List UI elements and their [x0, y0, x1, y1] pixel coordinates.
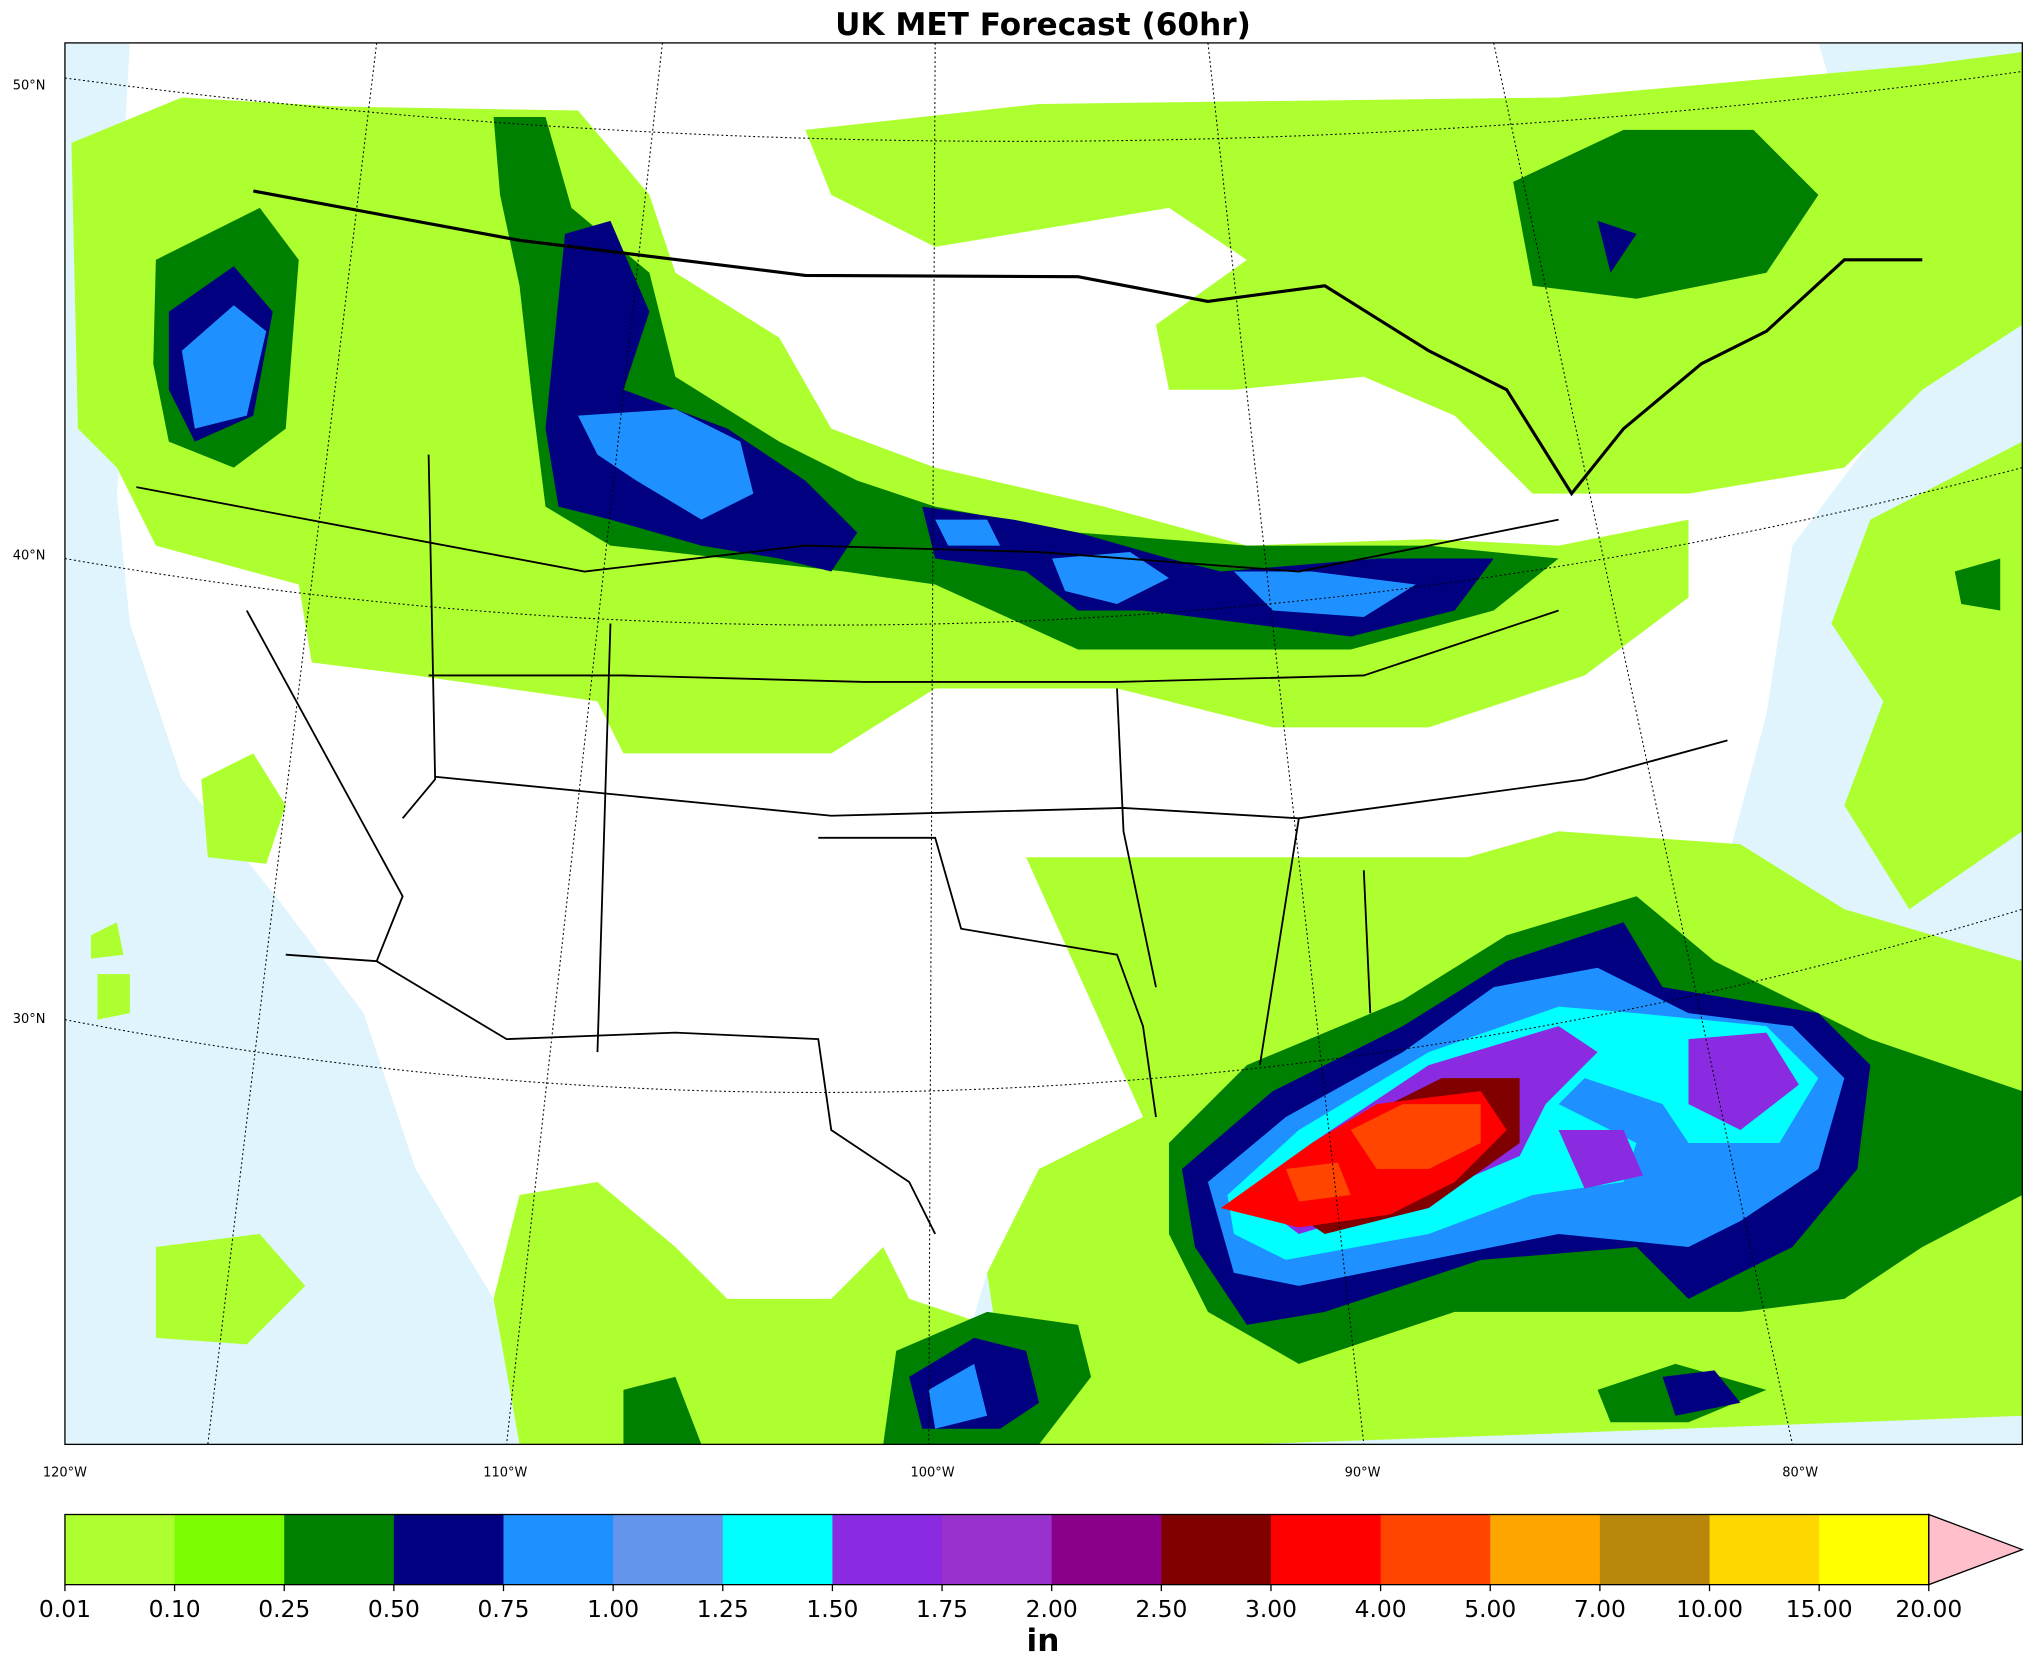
colorbar-bin — [722, 1514, 834, 1585]
colorbar-tick-label: 1.25 — [697, 1595, 749, 1623]
lon-label: 110°W — [483, 1465, 527, 1480]
colorbar-bin — [64, 1514, 176, 1585]
border — [435, 739, 1728, 820]
lon-label: 80°W — [1782, 1465, 1818, 1480]
graticule — [64, 42, 2023, 1445]
map — [64, 42, 2023, 1446]
colorbar-tick-label: 2.50 — [1135, 1595, 1187, 1623]
contour — [935, 519, 1416, 618]
colorbar-tick-label: 15.00 — [1786, 1595, 1853, 1623]
contour — [181, 305, 267, 429]
lat-label: 40°N — [13, 548, 46, 563]
colorbar-bin — [613, 1514, 724, 1585]
title: UK MET Forecast (60hr) — [835, 7, 1251, 43]
lat-label: 30°N — [13, 1012, 46, 1027]
colorbar-tick-label: 4.00 — [1355, 1595, 1407, 1623]
colorbar-tick-label: 10.00 — [1676, 1595, 1743, 1623]
border — [136, 486, 1559, 573]
colorbar-tick-label: 0.01 — [39, 1595, 91, 1623]
colorbar-bin — [942, 1514, 1053, 1585]
colorbar-bin — [1709, 1514, 1820, 1585]
colorbar-tick-label: 5.00 — [1464, 1595, 1516, 1623]
contour — [545, 220, 858, 572]
colorbar-bin — [1270, 1514, 1382, 1585]
lon-label: 90°W — [1345, 1465, 1381, 1480]
colorbar-tick-label: 1.75 — [916, 1595, 968, 1623]
contour — [577, 409, 754, 520]
colorbar-bin — [1490, 1514, 1601, 1585]
colorbar-tick-label: 0.25 — [258, 1595, 310, 1623]
precip — [71, 52, 2023, 1445]
colorbar-bin — [503, 1514, 614, 1585]
lat-label: 50°N — [13, 78, 46, 93]
colorbar-bin — [1380, 1514, 1491, 1585]
contour — [1954, 558, 2001, 611]
colorbar-extend — [1928, 1513, 2025, 1586]
colorbar-frame — [64, 1513, 1930, 1586]
colorbar-bin — [284, 1514, 395, 1585]
colorbar-bin — [1819, 1514, 1930, 1585]
border — [428, 609, 1559, 683]
contour — [1831, 441, 2023, 910]
colorbar-unit: in — [1027, 1623, 1060, 1659]
colorbar-tick-label: 7.00 — [1574, 1595, 1626, 1623]
lon-label: 120°W — [43, 1465, 87, 1480]
colorbar-bin — [393, 1514, 505, 1585]
contour — [928, 1363, 988, 1429]
contour — [1513, 129, 1819, 299]
colorbar-tick-label: 20.00 — [1895, 1595, 1962, 1623]
colorbar-bin — [1051, 1514, 1162, 1585]
border — [285, 953, 936, 1235]
colorbar-tick-label: 0.10 — [149, 1595, 201, 1623]
colorbar-bin — [1599, 1514, 1711, 1585]
colorbar: 0.01 0.10 0.25 0.50 0.75 1.00 1.25 1.50 1.75 2.00… — [39, 1513, 2025, 1623]
border — [245, 454, 1372, 1066]
contour — [90, 753, 306, 1345]
colorbar-tick-label: 2.00 — [1026, 1595, 1078, 1623]
colorbar-tick-label: 1.00 — [587, 1595, 639, 1623]
colorbar-tick-label: 3.00 — [1245, 1595, 1297, 1623]
contour — [1662, 1370, 1741, 1416]
colorbar-bin — [1161, 1514, 1272, 1585]
colorbar-bin — [832, 1514, 943, 1585]
map-frame — [64, 42, 2023, 1446]
colorbar-tick-label: 0.75 — [477, 1595, 529, 1623]
lon-label: 100°W — [911, 1465, 955, 1480]
colorbar-tick-label: 1.50 — [806, 1595, 858, 1623]
colorbar-bin — [174, 1514, 285, 1585]
border — [252, 189, 1923, 497]
contour — [1597, 220, 1637, 273]
colorbar-tick-label: 0.50 — [368, 1595, 420, 1623]
border — [818, 836, 1157, 1118]
